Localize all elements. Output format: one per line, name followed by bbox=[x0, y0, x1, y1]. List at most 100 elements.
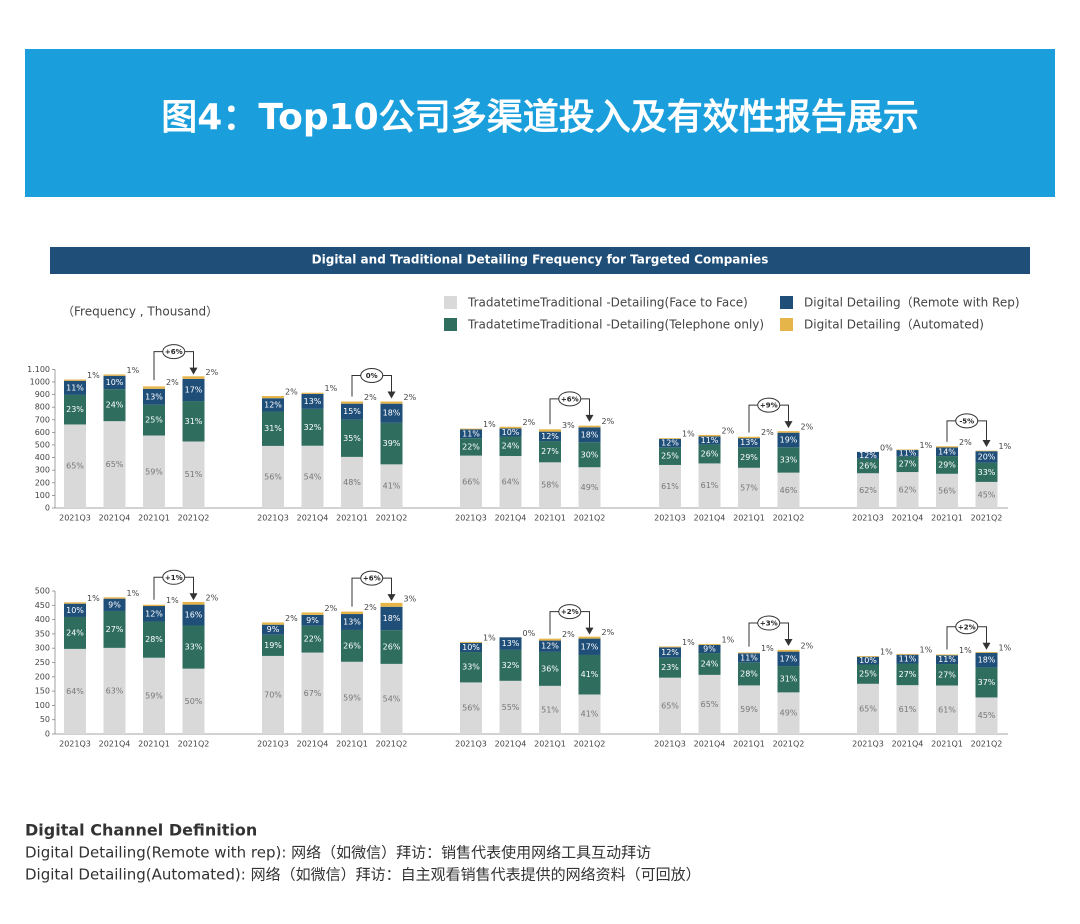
data-label: 1% bbox=[761, 644, 774, 653]
bar-segment bbox=[578, 427, 601, 443]
bar-segment bbox=[380, 464, 403, 508]
bar-segment bbox=[539, 640, 561, 652]
bar-segment bbox=[64, 616, 86, 649]
data-label: 24% bbox=[106, 401, 124, 410]
bar-segment bbox=[143, 606, 165, 622]
data-label: 51% bbox=[185, 470, 203, 479]
change-label: 0% bbox=[366, 372, 378, 380]
bar-segment bbox=[896, 472, 919, 508]
y-tick-label: 600 bbox=[35, 428, 50, 437]
bar-segment bbox=[103, 375, 126, 390]
data-label: 1% bbox=[920, 441, 933, 450]
bar-segment bbox=[857, 664, 879, 684]
legend-label: TradatetimeTraditional -Detailing(Face t… bbox=[467, 296, 748, 310]
data-label: 59% bbox=[343, 693, 361, 702]
data-label: 25% bbox=[859, 670, 877, 679]
data-label: 11% bbox=[66, 383, 84, 392]
data-label: 28% bbox=[740, 669, 758, 678]
change-label: +6% bbox=[165, 348, 183, 356]
change-badge bbox=[558, 391, 582, 407]
data-label: 61% bbox=[938, 705, 956, 714]
change-arrow bbox=[189, 367, 198, 375]
bar-segment bbox=[975, 697, 998, 734]
change-arrow bbox=[784, 421, 793, 429]
data-label: 2% bbox=[761, 428, 774, 437]
bar-segment bbox=[262, 445, 284, 508]
bar-segment bbox=[896, 654, 919, 664]
x-tick-label: 2021Q3 bbox=[257, 740, 289, 749]
bar-segment bbox=[499, 649, 522, 681]
change-badge bbox=[360, 368, 384, 384]
bar-segment bbox=[578, 694, 601, 734]
data-label: 3% bbox=[404, 594, 417, 603]
data-label: 20% bbox=[978, 452, 996, 461]
bar-segment bbox=[380, 606, 403, 631]
x-tick-label: 2021Q4 bbox=[495, 514, 527, 523]
bar-segment bbox=[777, 432, 800, 448]
data-label: 9% bbox=[108, 600, 121, 609]
data-label: 2% bbox=[206, 368, 219, 377]
data-label: 26% bbox=[701, 449, 719, 458]
legend-swatch bbox=[780, 296, 793, 309]
data-label: 1% bbox=[325, 384, 338, 393]
bar-segment bbox=[857, 683, 879, 734]
data-label: 50% bbox=[185, 697, 203, 706]
x-tick-label: 2021Q1 bbox=[733, 514, 765, 523]
bar-segment bbox=[341, 614, 363, 630]
x-tick-label: 2021Q4 bbox=[694, 514, 726, 523]
bar-segment bbox=[143, 388, 165, 405]
x-tick-label: 2021Q4 bbox=[297, 514, 329, 523]
y-tick-label: 50 bbox=[40, 715, 50, 724]
x-tick-label: 2021Q3 bbox=[852, 514, 884, 523]
x-tick-label: 2021Q3 bbox=[654, 514, 686, 523]
data-label: 10% bbox=[462, 643, 480, 652]
change-arrow bbox=[784, 639, 793, 647]
bar-segment bbox=[896, 449, 919, 451]
data-label: 61% bbox=[899, 705, 917, 714]
data-label: 22% bbox=[304, 635, 322, 644]
data-label: 1% bbox=[483, 420, 496, 429]
change-arrow bbox=[189, 593, 198, 601]
data-label: 12% bbox=[661, 648, 679, 657]
bar-segment bbox=[301, 408, 324, 446]
data-label: 2% bbox=[602, 417, 615, 426]
bar-segment bbox=[301, 392, 324, 394]
bar-segment bbox=[896, 653, 919, 655]
banner bbox=[25, 49, 1055, 197]
y-tick-label: 400 bbox=[35, 453, 50, 462]
bar-segment bbox=[341, 403, 363, 420]
change-badge bbox=[757, 397, 781, 413]
x-tick-label: 2021Q1 bbox=[336, 514, 368, 523]
data-label: 18% bbox=[383, 409, 401, 418]
data-label: 55% bbox=[502, 703, 520, 712]
bar-segment bbox=[975, 667, 998, 698]
x-tick-label: 2021Q4 bbox=[892, 514, 924, 523]
data-label: 1% bbox=[880, 648, 893, 657]
data-label: 54% bbox=[383, 694, 401, 703]
data-label: 2% bbox=[325, 604, 338, 613]
bar-segment bbox=[143, 435, 165, 508]
y-tick-label: 250 bbox=[35, 658, 50, 667]
data-label: 11% bbox=[899, 655, 917, 664]
bar-segment bbox=[896, 685, 919, 734]
data-label: 62% bbox=[899, 486, 917, 495]
x-tick-label: 2021Q2 bbox=[376, 514, 408, 523]
bar-segment bbox=[777, 651, 800, 667]
bar-segment bbox=[777, 649, 800, 652]
bar-segment bbox=[301, 625, 324, 653]
bar-segment bbox=[698, 444, 721, 464]
change-badge bbox=[955, 619, 979, 635]
data-label: 41% bbox=[581, 710, 599, 719]
bar-segment bbox=[64, 394, 86, 425]
bar-segment bbox=[103, 610, 126, 648]
bar-segment bbox=[64, 603, 86, 617]
legend-label: TradatetimeTraditional -Detailing(Teleph… bbox=[467, 318, 764, 332]
bar-segment bbox=[777, 431, 800, 433]
y-tick-label: 150 bbox=[35, 687, 50, 696]
y-tick-label: 700 bbox=[35, 415, 50, 424]
bar-segment bbox=[539, 429, 561, 432]
bar-segment bbox=[857, 458, 879, 474]
data-label: 2% bbox=[285, 614, 298, 623]
bar-segment bbox=[698, 436, 721, 445]
x-tick-label: 2021Q4 bbox=[694, 740, 726, 749]
